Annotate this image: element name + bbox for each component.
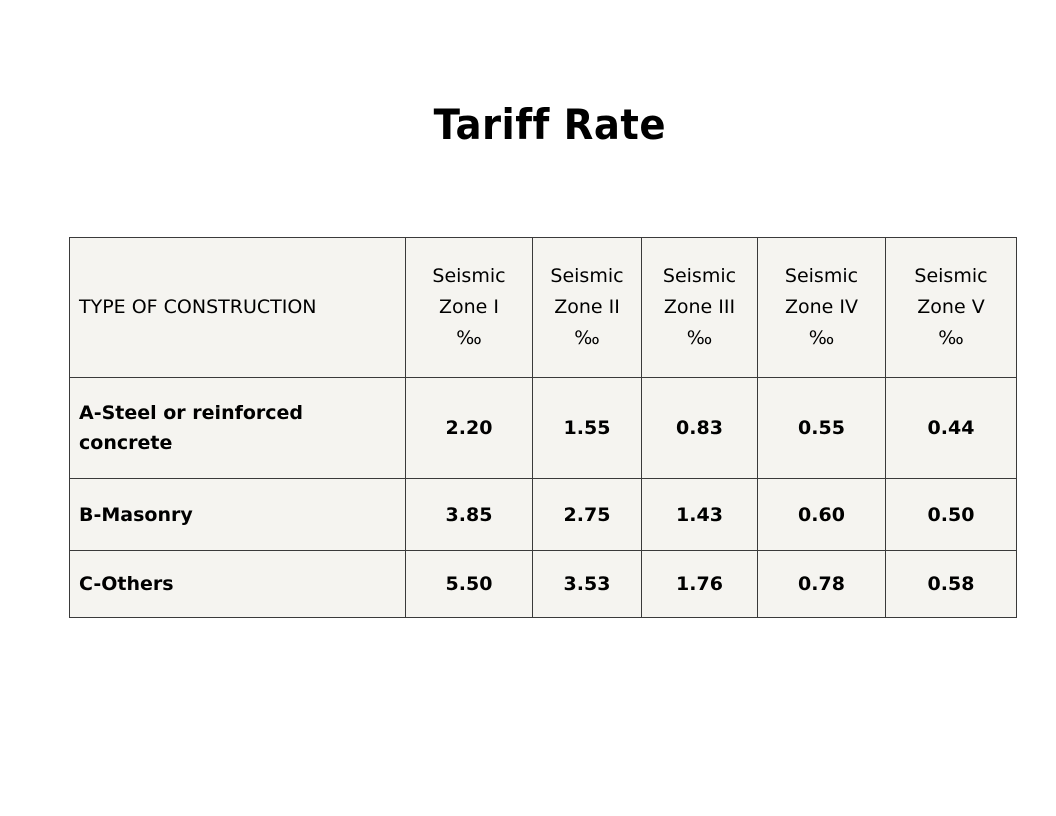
header-line: ‰ [938, 327, 964, 349]
header-line: Seismic [550, 265, 624, 287]
rate-cell: 1.76 [641, 550, 758, 618]
header-line: Zone IV [784, 296, 858, 318]
header-line: ‰ [456, 327, 482, 349]
construction-type-cell: A-Steel or reinforced concrete [69, 377, 406, 479]
header-line: Seismic [662, 265, 737, 287]
header-line: Zone V [917, 296, 985, 318]
rate-cell: 0.55 [757, 377, 886, 479]
column-header-zone-3: Seismic Zone III ‰ [641, 237, 758, 378]
column-header-zone-5: Seismic Zone V ‰ [885, 237, 1017, 378]
rate-cell: 0.83 [641, 377, 758, 479]
column-header-zone-2: Seismic Zone II ‰ [532, 237, 642, 378]
rate-cell: 0.60 [757, 478, 886, 551]
rate-cell: 3.85 [405, 478, 533, 551]
table-header-row: TYPE OF CONSTRUCTION Seismic Zone I ‰ Se… [69, 237, 1017, 378]
rate-cell: 1.55 [532, 377, 642, 479]
header-line: Zone I [438, 296, 499, 318]
rate-cell: 0.44 [885, 377, 1017, 479]
table-row: B-Masonry 3.85 2.75 1.43 0.60 0.50 [69, 478, 1017, 551]
rate-cell: 5.50 [405, 550, 533, 618]
rate-cell: 3.53 [532, 550, 642, 618]
header-line: Zone II [554, 296, 620, 318]
construction-type-cell: B-Masonry [69, 478, 406, 551]
rate-cell: 2.20 [405, 377, 533, 479]
column-header-zone-1: Seismic Zone I ‰ [405, 237, 533, 378]
column-header-type: TYPE OF CONSTRUCTION [69, 237, 406, 378]
rate-cell: 0.78 [757, 550, 886, 618]
header-line: ‰ [574, 327, 600, 349]
header-line: ‰ [808, 327, 835, 349]
slide-title: Tariff Rate [433, 100, 667, 149]
table-row: A-Steel or reinforced concrete 2.20 1.55… [69, 377, 1017, 479]
tariff-table: TYPE OF CONSTRUCTION Seismic Zone I ‰ Se… [69, 237, 1017, 618]
column-header-zone-4: Seismic Zone IV ‰ [757, 237, 886, 378]
header-line: ‰ [686, 327, 713, 349]
header-line: Seismic [784, 265, 859, 287]
rate-cell: 0.58 [885, 550, 1017, 618]
construction-type-cell: C-Others [69, 550, 406, 618]
rate-cell: 2.75 [532, 478, 642, 551]
rate-cell: 0.50 [885, 478, 1017, 551]
header-line: Seismic [914, 265, 988, 287]
header-line: Seismic [432, 265, 506, 287]
header-line: Zone III [663, 296, 736, 318]
table-row: C-Others 5.50 3.53 1.76 0.78 0.58 [69, 550, 1017, 618]
rate-cell: 1.43 [641, 478, 758, 551]
